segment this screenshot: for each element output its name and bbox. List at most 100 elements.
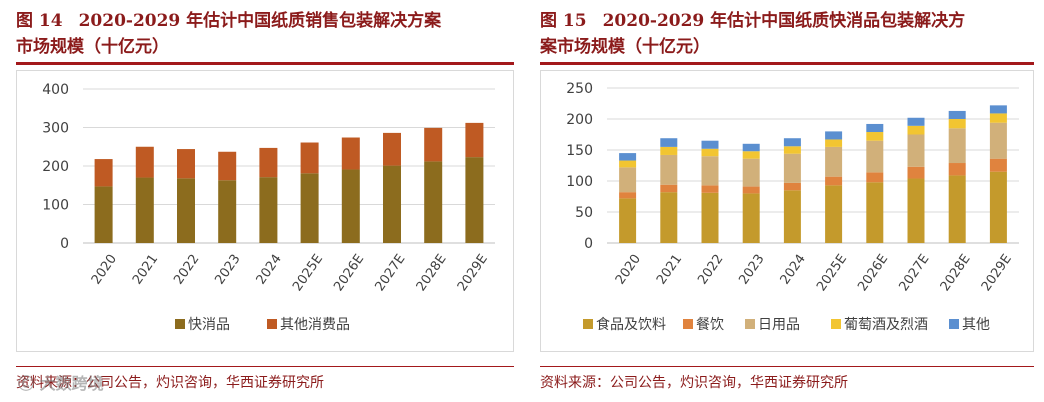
y-tick-label: 200 — [566, 112, 593, 128]
x-tick-label: 2029E — [979, 252, 1015, 294]
x-tick-label: 2020 — [89, 252, 120, 288]
y-tick-label: 100 — [566, 174, 593, 190]
y-tick-label: 400 — [42, 82, 69, 98]
bar-segment — [742, 186, 760, 194]
bar-segment — [341, 137, 360, 170]
bar-segment — [783, 138, 801, 147]
legend-swatch — [745, 319, 755, 329]
bar-segment — [660, 138, 678, 147]
figure-14-panel: 图 14 2020-2029 年估计中国纸质销售包装解决方案 市场规模（十亿元） … — [16, 0, 514, 402]
bar-segment — [259, 147, 278, 178]
figure-15-title-line2: 案市场规模（十亿元） — [540, 37, 710, 57]
y-tick-label: 300 — [42, 121, 69, 137]
bar-segment — [300, 173, 319, 243]
x-tick-label: 2024 — [254, 252, 285, 288]
bar-segment — [94, 159, 113, 187]
bar-segment — [660, 154, 678, 185]
bar-segment — [825, 146, 843, 177]
y-tick-label: 100 — [42, 198, 69, 214]
bar-segment — [701, 192, 719, 243]
bar-segment — [989, 122, 1007, 159]
legend-swatch — [583, 319, 593, 329]
bar-segment — [783, 153, 801, 183]
x-tick-label: 2022 — [171, 252, 202, 288]
bar-segment — [701, 156, 719, 186]
bar-segment — [989, 158, 1007, 172]
y-tick-label: 250 — [566, 81, 593, 97]
x-tick-label: 2022 — [695, 252, 726, 288]
bar-segment — [989, 171, 1007, 243]
bar-segment — [341, 169, 360, 243]
legend-swatch — [949, 319, 959, 329]
bar-segment — [948, 110, 966, 119]
legend-label: 其他消费品 — [280, 317, 350, 333]
y-tick-label: 0 — [60, 236, 69, 252]
bar-segment — [907, 178, 925, 243]
x-tick-label: 2027E — [372, 252, 408, 294]
y-tick-label: 0 — [584, 236, 593, 252]
y-tick-label: 200 — [42, 159, 69, 175]
bar-segment — [907, 117, 925, 126]
bar-segment — [660, 146, 678, 155]
bar-segment — [783, 146, 801, 154]
bar-segment — [619, 153, 637, 161]
bar-segment — [259, 177, 278, 243]
x-tick-label: 2020 — [613, 252, 644, 288]
bar-segment — [742, 151, 760, 159]
legend-swatch — [831, 319, 841, 329]
bar-segment — [701, 185, 719, 193]
bar-segment — [866, 172, 884, 183]
bar-segment — [989, 113, 1007, 123]
figure-15-source: 资料来源：公司公告，灼识咨询，华西证券研究所 — [540, 375, 848, 391]
bar-segment — [948, 119, 966, 129]
bar-segment — [619, 160, 637, 168]
bar-segment — [94, 186, 113, 243]
figure-15-panel: 图 15 2020-2029 年估计中国纸质快消品包装解决方 案市场规模（十亿元）… — [540, 0, 1034, 402]
bar-segment — [742, 193, 760, 243]
bar-segment — [866, 182, 884, 243]
bar-segment — [866, 140, 884, 173]
bar-segment — [783, 190, 801, 243]
figure-14-title-line2: 市场规模（十亿元） — [16, 37, 169, 57]
source-rule — [16, 366, 514, 367]
legend-label: 葡萄酒及烈酒 — [844, 317, 928, 333]
bar-segment — [465, 157, 484, 243]
bar-segment — [383, 165, 401, 243]
legend-label: 食品及饮料 — [596, 316, 666, 333]
figure-15-chart-box: 0 50 100 150 200 250 2020 2021 2022 2023 2024 2025E… — [540, 70, 1034, 352]
bar-segment — [825, 185, 843, 243]
figure-14-title: 图 14 2020-2029 年估计中国纸质销售包装解决方案 市场规模（十亿元） — [16, 8, 514, 60]
bar-segment — [866, 123, 884, 133]
title-rule — [540, 62, 1034, 65]
bar-segment — [825, 176, 843, 186]
bar-segment — [742, 143, 760, 152]
x-tick-label: 2027E — [896, 252, 932, 294]
bar-segment — [660, 192, 678, 243]
bar-segment — [701, 140, 719, 149]
figure-14-label: 图 14 — [16, 11, 63, 31]
bar-segment — [218, 151, 237, 181]
x-tick-label: 2024 — [778, 252, 809, 288]
bar-segment — [701, 148, 719, 157]
x-tick-label: 2025E — [290, 252, 326, 294]
legend-label: 餐饮 — [696, 317, 724, 333]
legend-swatch — [175, 319, 185, 329]
x-tick-label: 2021 — [130, 252, 161, 288]
x-tick-label: 2021 — [654, 252, 685, 288]
figure-14-title-line1: 2020-2029 年估计中国纸质销售包装解决方案 — [78, 11, 442, 31]
bar-segment — [948, 128, 966, 164]
x-tick-label: 2028E — [414, 252, 450, 294]
x-tick-label: 2026E — [331, 252, 367, 294]
bar-segment — [907, 125, 925, 135]
x-tick-label: 2023 — [212, 252, 243, 288]
bar-segment — [825, 139, 843, 147]
bar-segment — [465, 122, 484, 158]
bar-segment — [177, 178, 195, 243]
figure-14-chart-box: 0 100 200 300 400 2020 2021 2022 2023 2024 2025E 20… — [16, 70, 514, 352]
source-rule — [540, 366, 1034, 367]
x-tick-label: 2025E — [814, 252, 850, 294]
bar-segment — [619, 198, 637, 243]
x-tick-label: 2023 — [736, 252, 767, 288]
bar-segment — [948, 163, 966, 176]
